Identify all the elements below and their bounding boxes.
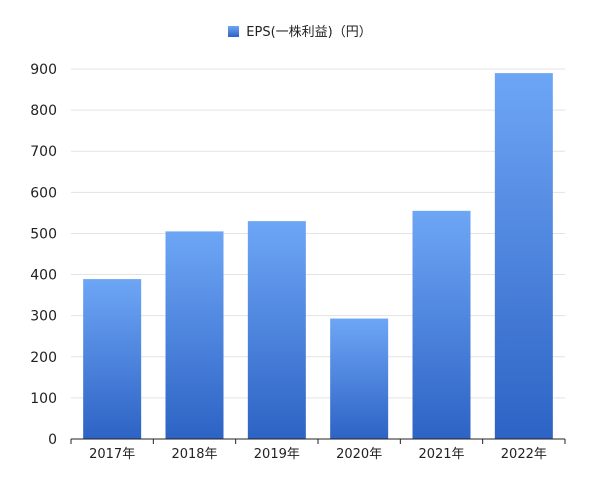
y-tick-label: 900 — [30, 62, 57, 78]
bar — [412, 210, 471, 439]
legend-label: EPS(一株利益)（円） — [246, 25, 372, 40]
y-tick-label: 800 — [30, 103, 57, 119]
x-tick-label: 2022年 — [501, 447, 547, 462]
y-tick-label: 400 — [30, 268, 57, 284]
x-tick-label: 2020年 — [336, 447, 382, 462]
x-tick-label: 2018年 — [171, 447, 217, 462]
legend-swatch — [228, 26, 240, 37]
bar — [247, 221, 306, 439]
y-tick-label: 300 — [30, 309, 57, 325]
y-tick-label: 500 — [30, 226, 57, 242]
x-tick-label: 2017年 — [89, 447, 135, 462]
x-tick-label: 2019年 — [254, 447, 300, 462]
y-tick-label: 200 — [30, 350, 57, 366]
y-tick-label: 0 — [48, 432, 57, 448]
x-tick-label: 2021年 — [418, 447, 464, 462]
y-tick-label: 100 — [30, 391, 57, 407]
bar — [330, 318, 389, 439]
legend: EPS(一株利益)（円） — [0, 21, 600, 40]
bar — [165, 231, 224, 439]
bar — [83, 279, 142, 439]
y-tick-label: 700 — [30, 144, 57, 160]
y-tick-label: 600 — [30, 185, 57, 201]
bar — [494, 73, 553, 439]
